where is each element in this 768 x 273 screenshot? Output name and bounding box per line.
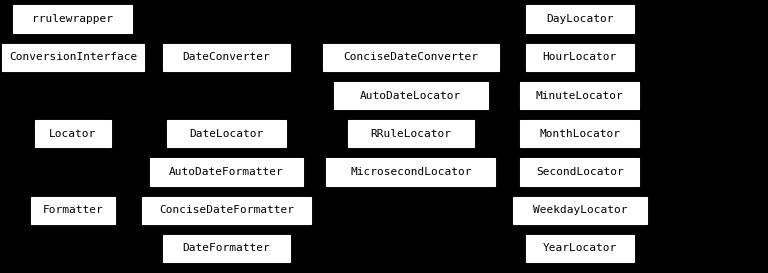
FancyBboxPatch shape	[35, 120, 111, 147]
Text: MonthLocator: MonthLocator	[539, 129, 621, 139]
FancyBboxPatch shape	[520, 82, 639, 109]
Text: DateLocator: DateLocator	[190, 129, 263, 139]
FancyBboxPatch shape	[526, 5, 634, 33]
Text: ConciseDateFormatter: ConciseDateFormatter	[159, 205, 294, 215]
Text: Locator: Locator	[49, 129, 97, 139]
FancyBboxPatch shape	[334, 82, 488, 109]
Text: DateFormatter: DateFormatter	[183, 244, 270, 253]
Text: MinuteLocator: MinuteLocator	[536, 91, 624, 100]
Text: DateConverter: DateConverter	[183, 52, 270, 62]
FancyBboxPatch shape	[513, 197, 647, 224]
Text: ConversionInterface: ConversionInterface	[9, 52, 137, 62]
FancyBboxPatch shape	[526, 235, 634, 262]
FancyBboxPatch shape	[323, 44, 499, 71]
Text: AutoDateLocator: AutoDateLocator	[360, 91, 462, 100]
Text: WeekdayLocator: WeekdayLocator	[532, 205, 627, 215]
Text: RRuleLocator: RRuleLocator	[370, 129, 452, 139]
Text: HourLocator: HourLocator	[543, 52, 617, 62]
FancyBboxPatch shape	[326, 158, 495, 186]
FancyBboxPatch shape	[520, 158, 639, 186]
FancyBboxPatch shape	[347, 120, 474, 147]
Text: AutoDateFormatter: AutoDateFormatter	[169, 167, 284, 177]
Text: rrulewrapper: rrulewrapper	[32, 14, 114, 24]
FancyBboxPatch shape	[520, 120, 639, 147]
FancyBboxPatch shape	[167, 120, 286, 147]
Text: MicrosecondLocator: MicrosecondLocator	[350, 167, 472, 177]
Text: ConciseDateConverter: ConciseDateConverter	[343, 52, 478, 62]
FancyBboxPatch shape	[163, 44, 290, 71]
Text: DayLocator: DayLocator	[546, 14, 614, 24]
Text: SecondLocator: SecondLocator	[536, 167, 624, 177]
FancyBboxPatch shape	[31, 197, 115, 224]
FancyBboxPatch shape	[150, 158, 303, 186]
FancyBboxPatch shape	[163, 235, 290, 262]
Text: YearLocator: YearLocator	[543, 244, 617, 253]
FancyBboxPatch shape	[2, 44, 144, 71]
FancyBboxPatch shape	[14, 5, 132, 33]
FancyBboxPatch shape	[526, 44, 634, 71]
Text: Formatter: Formatter	[42, 205, 104, 215]
FancyBboxPatch shape	[142, 197, 311, 224]
